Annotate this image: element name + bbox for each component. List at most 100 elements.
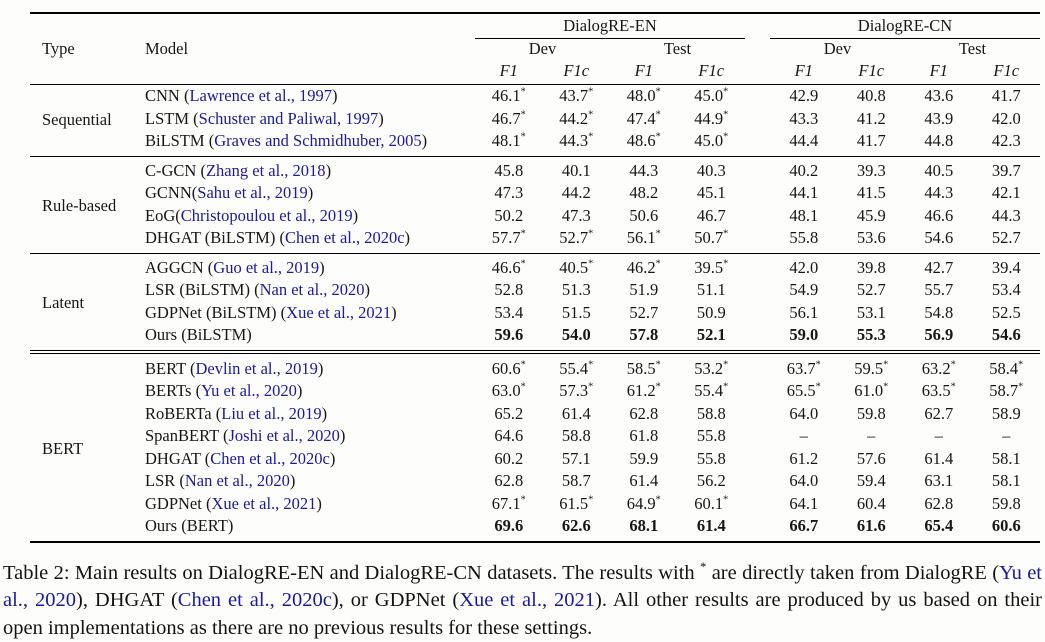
score-cell: 42.9 <box>770 85 838 108</box>
citation-link[interactable]: Sahu et al., 2019 <box>197 183 307 202</box>
citation-link[interactable]: Christopoulou et al., 2019 <box>181 206 353 225</box>
score-cell: 44.3* <box>543 130 611 156</box>
model-cell: SpanBERT (Joshi et al., 2020) <box>138 425 475 448</box>
score-cell: 39.4 <box>973 253 1041 279</box>
score-cell: 44.4 <box>770 130 838 156</box>
score-cell: 58.8 <box>543 425 611 448</box>
score-cell: 61.5* <box>543 493 611 516</box>
column-gap <box>745 515 770 542</box>
score-cell: 54.0 <box>543 324 611 352</box>
citation-link[interactable]: Xue et al., 2021 <box>286 303 391 322</box>
score-cell: 65.2 <box>475 403 543 426</box>
score-cell: – <box>838 425 906 448</box>
col-header-f1c: F1c <box>678 59 746 85</box>
score-cell: – <box>905 425 973 448</box>
citation-link[interactable]: Lawrence et al., 1997 <box>189 86 331 105</box>
col-header-test-cn: Test <box>905 39 1040 60</box>
score-cell: 43.6 <box>905 85 973 108</box>
column-gap <box>745 13 770 39</box>
score-cell: 39.8 <box>838 253 906 279</box>
score-cell: 63.5* <box>905 380 973 403</box>
model-cell: BERTs (Yu et al., 2020) <box>138 380 475 403</box>
citation-link[interactable]: Xue et al., 2021 <box>211 494 316 513</box>
citation-link[interactable]: Nan et al., 2020 <box>260 280 365 299</box>
citation-link[interactable]: Chen et al., 2020c <box>210 449 330 468</box>
asterisk-marker: * <box>723 132 728 143</box>
citation-link[interactable]: Liu et al., 2019 <box>221 404 321 423</box>
citation-link[interactable]: Chen et al., 2020c <box>178 589 332 611</box>
citation-link[interactable]: Schuster and Paliwal, 1997 <box>199 109 379 128</box>
asterisk-marker: * <box>723 87 728 98</box>
score-cell: 58.8 <box>678 403 746 426</box>
score-cell: 62.8 <box>610 403 678 426</box>
citation-link[interactable]: Yu et al., 2020 <box>201 381 297 400</box>
score-cell: 60.1* <box>678 493 746 516</box>
score-cell: 56.2 <box>678 470 746 493</box>
score-cell: 61.4 <box>678 515 746 542</box>
score-cell: 45.9 <box>838 205 906 228</box>
citation-link[interactable]: Nan et al., 2020 <box>185 471 290 490</box>
score-cell: 68.1 <box>610 515 678 542</box>
score-cell: – <box>973 425 1041 448</box>
citation-link[interactable]: Guo et al., 2019 <box>213 258 319 277</box>
score-cell: 51.3 <box>543 279 611 302</box>
score-cell: 63.0* <box>475 380 543 403</box>
score-cell: 53.1 <box>838 302 906 325</box>
score-cell: 48.0* <box>610 85 678 108</box>
asterisk-marker: * <box>521 258 526 269</box>
citation-link[interactable]: Chen et al., 2020c <box>285 228 405 247</box>
score-cell: 63.2* <box>905 352 973 381</box>
table-row: GDPNet (Xue et al., 2021)67.1*61.5*64.9*… <box>30 493 1040 516</box>
score-cell: 67.1* <box>475 493 543 516</box>
table-header: Type Model DialogRE-EN DialogRE-CN Dev T… <box>30 13 1040 85</box>
score-cell: 66.7 <box>770 515 838 542</box>
col-header-type: Type <box>30 13 138 85</box>
asterisk-marker: * <box>588 359 593 370</box>
score-cell: 46.6 <box>905 205 973 228</box>
score-cell: 55.4* <box>678 380 746 403</box>
score-cell: 65.4 <box>905 515 973 542</box>
score-cell: 46.1* <box>475 85 543 108</box>
score-cell: 50.7* <box>678 227 746 253</box>
score-cell: 59.5* <box>838 352 906 381</box>
table-row: BiLSTM (Graves and Schmidhuber, 2005)48.… <box>30 130 1040 156</box>
model-cell: BERT (Devlin et al., 2019) <box>138 352 475 381</box>
score-cell: 44.9* <box>678 108 746 131</box>
asterisk-marker: * <box>588 494 593 505</box>
score-cell: 41.7 <box>973 85 1041 108</box>
asterisk-marker: * <box>588 258 593 269</box>
column-gap <box>745 352 770 381</box>
asterisk-marker: * <box>588 132 593 143</box>
col-header-f1: F1 <box>905 59 973 85</box>
score-cell: 58.7 <box>543 470 611 493</box>
citation-link[interactable]: Joshi et al., 2020 <box>229 426 340 445</box>
score-cell: 45.1 <box>678 182 746 205</box>
score-cell: 65.5* <box>770 380 838 403</box>
citation-link[interactable]: Zhang et al., 2018 <box>206 161 326 180</box>
table-row: DHGAT (BiLSTM) (Chen et al., 2020c)57.7*… <box>30 227 1040 253</box>
table-caption: Table 2: Main results on DialogRE-EN and… <box>3 560 1042 642</box>
score-cell: 46.7* <box>475 108 543 131</box>
score-cell: 44.2 <box>543 182 611 205</box>
column-gap <box>745 130 770 156</box>
score-cell: 40.1 <box>543 156 611 182</box>
model-cell: CNN (Lawrence et al., 1997) <box>138 85 475 108</box>
score-cell: 42.0 <box>973 108 1041 131</box>
score-cell: 64.9* <box>610 493 678 516</box>
col-header-dev-en: Dev <box>475 39 610 60</box>
citation-link[interactable]: Devlin et al., 2019 <box>196 359 318 378</box>
score-cell: 62.8 <box>905 493 973 516</box>
citation-link[interactable]: Xue et al., 2021 <box>459 589 595 611</box>
score-cell: 54.6 <box>905 227 973 253</box>
score-cell: 44.3 <box>905 182 973 205</box>
citation-link[interactable]: Graves and Schmidhuber, 2005 <box>214 131 421 150</box>
col-header-f1c: F1c <box>543 59 611 85</box>
score-cell: 61.8 <box>610 425 678 448</box>
